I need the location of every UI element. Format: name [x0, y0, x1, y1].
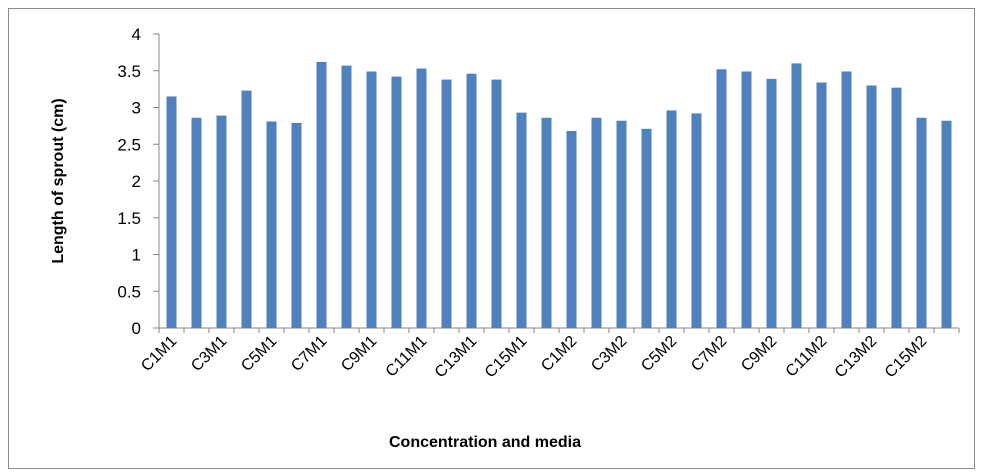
bar-C15M2	[916, 117, 927, 328]
y-tick-label: 2	[132, 172, 141, 191]
y-axis-title: Length of sprout (cm)	[50, 98, 67, 263]
y-tick-label: 3.5	[117, 62, 141, 81]
y-tick-label: 0	[132, 319, 141, 338]
y-tick-label: 1	[132, 246, 141, 265]
bar-C11M2	[816, 82, 827, 328]
y-tick-label: 4	[132, 25, 141, 44]
bar-C12M2	[841, 71, 852, 329]
x-tick-label: C13M1	[432, 333, 481, 382]
bar-chart: 00.511.522.533.54 C1M1 C3M1 C5M1 C7M1 C9M1 C1…	[50, 25, 960, 451]
bar-C13M1	[466, 73, 477, 328]
bar-C12M1	[441, 79, 452, 328]
x-tick-label: C9M1	[338, 333, 380, 375]
y-tick-label: 1.5	[117, 209, 141, 228]
x-tick-label: C1M2	[538, 333, 580, 375]
x-tick-label: C3M2	[588, 333, 630, 375]
x-tick-label: C5M2	[638, 333, 680, 375]
bar-C16M1	[541, 117, 552, 328]
bar-C16M2	[941, 120, 952, 328]
bar-C5M1	[266, 121, 277, 328]
bar-C9M1	[366, 71, 377, 329]
bar-C11M1	[416, 68, 427, 329]
bar-C13M2	[866, 85, 877, 328]
bar-C2M1	[191, 117, 202, 328]
x-tick-label: C9M2	[738, 333, 780, 375]
x-tick-label: C15M2	[882, 333, 931, 382]
x-tick-label: C11M1	[383, 333, 431, 381]
bar-C3M2	[616, 120, 627, 328]
chart-frame: 0 0.5 1 1.5 2 2.5 3 3.5 4 C1M1 C3M1 C5M1 C7M1 C9M1 C1…	[8, 8, 975, 469]
x-tick-label: C5M1	[238, 333, 280, 375]
bars	[166, 61, 952, 329]
x-tick-label: C1M1	[138, 333, 180, 375]
bar-C7M1	[316, 61, 327, 329]
x-tick-label: C3M1	[188, 333, 230, 375]
bar-C14M2	[891, 87, 902, 328]
bar-C8M1	[341, 65, 352, 329]
bar-C10M1	[391, 76, 402, 328]
y-tick-label: 2.5	[117, 135, 141, 154]
x-tick-label: C7M1	[288, 333, 330, 375]
bar-C15M1	[516, 112, 527, 329]
x-tick-label: C13M2	[832, 333, 881, 382]
x-axis-title: Concentration and media	[389, 434, 581, 451]
bar-C6M2	[691, 113, 702, 328]
bar-C2M2	[591, 117, 602, 328]
bar-C6M1	[291, 122, 302, 328]
bar-C1M1	[166, 96, 177, 328]
bar-C5M2	[666, 110, 677, 328]
x-tick-label: C7M2	[688, 333, 730, 375]
x-tick-label: C15M1	[482, 333, 531, 382]
y-tick-labels: 0 0.5 1 1.5 2 2.5 3 3.5 4	[117, 25, 141, 338]
bar-C8M2	[741, 71, 752, 329]
bar-C4M1	[241, 90, 252, 328]
bar-C4M2	[641, 128, 652, 328]
bar-C9M2	[766, 78, 777, 329]
x-tick-label: C11M2	[783, 333, 831, 381]
bar-C14M1	[491, 79, 502, 328]
bar-C3M1	[216, 115, 227, 329]
y-tick-label: 3	[132, 99, 141, 118]
bar-C7M2	[716, 69, 727, 328]
y-tick-label: 0.5	[117, 282, 141, 301]
bar-C10M2	[791, 63, 802, 329]
x-tick-labels: C1M1 C3M1 C5M1 C7M1 C9M1 C11M1 C13M1 C15M1 C1M2 C…	[138, 333, 930, 382]
bar-C1M2	[566, 131, 577, 328]
